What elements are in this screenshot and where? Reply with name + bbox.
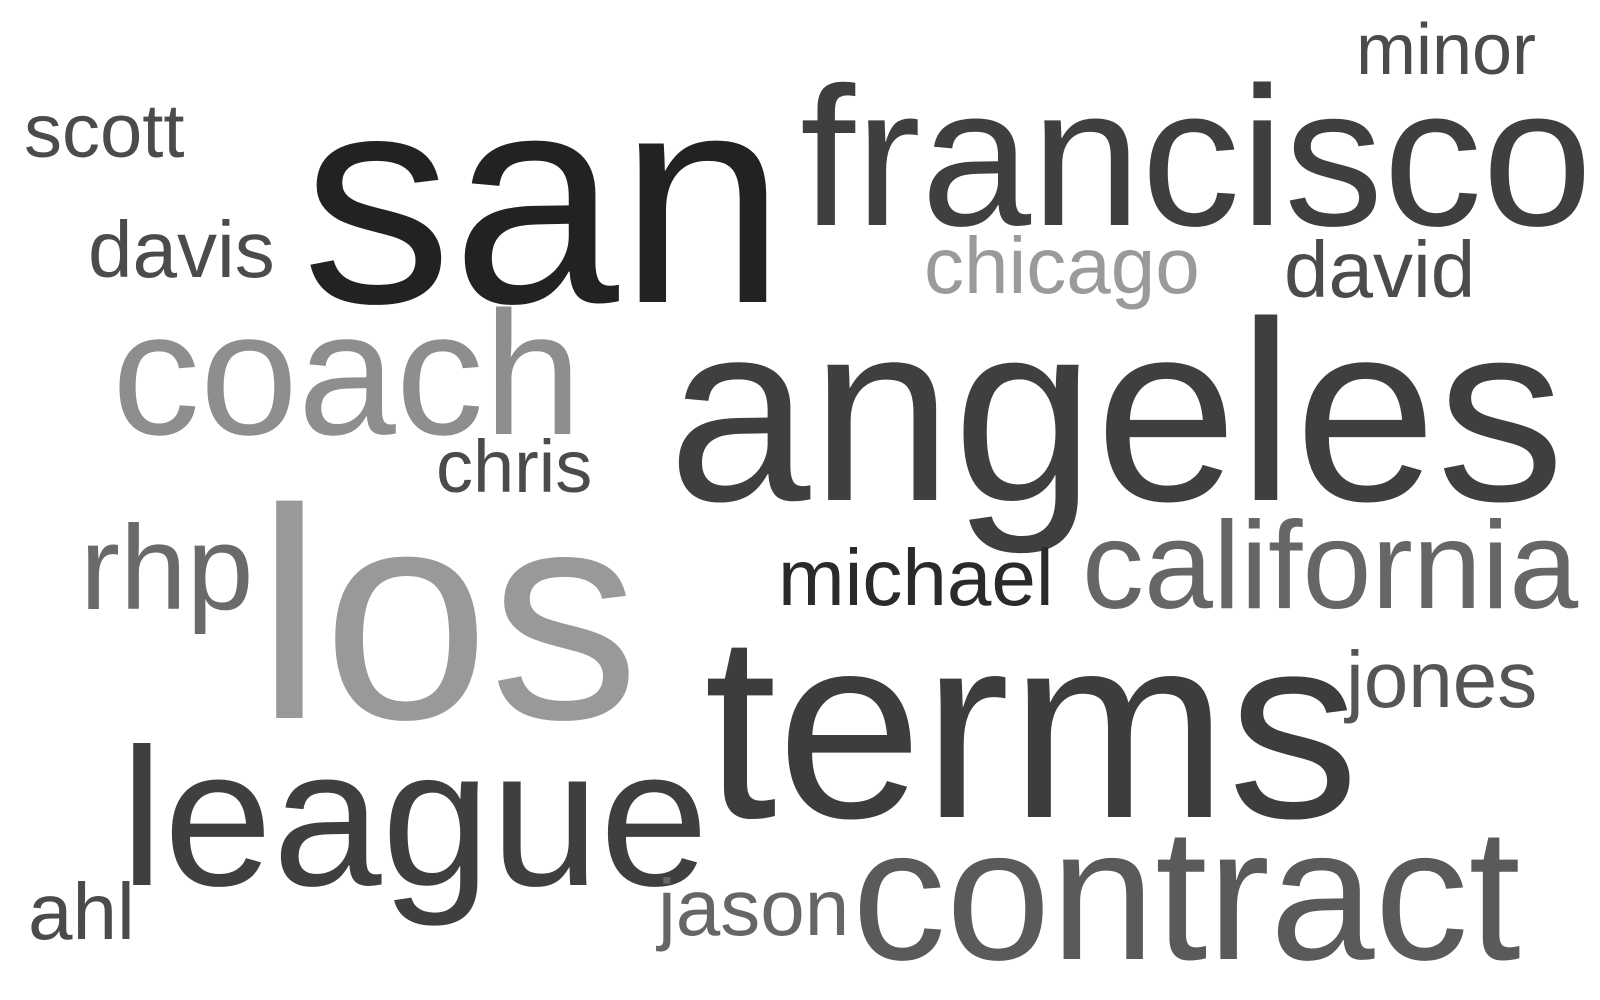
word-david: david <box>1284 225 1476 314</box>
word-rhp: rhp <box>80 501 254 635</box>
word-league: league <box>120 708 709 927</box>
word-minor: minor <box>1356 10 1537 90</box>
word-jason: jason <box>658 863 850 952</box>
word-los: los <box>256 446 640 782</box>
word-contract: contract <box>852 789 1521 999</box>
word-terms: terms <box>704 580 1359 873</box>
word-california: california <box>1082 497 1579 635</box>
word-michael: michael <box>778 533 1054 622</box>
word-scott: scott <box>24 89 185 174</box>
word-chris: chris <box>436 425 593 508</box>
word-francisco: francisco <box>800 46 1593 267</box>
word-davis: davis <box>88 205 275 294</box>
word-coach: coach <box>112 276 582 472</box>
word-chicago: chicago <box>924 221 1200 310</box>
word-ahl: ahl <box>28 867 135 956</box>
word-angeles: angeles <box>668 269 1565 555</box>
word-jones: jones <box>1346 635 1538 724</box>
word-san: san <box>302 30 786 366</box>
